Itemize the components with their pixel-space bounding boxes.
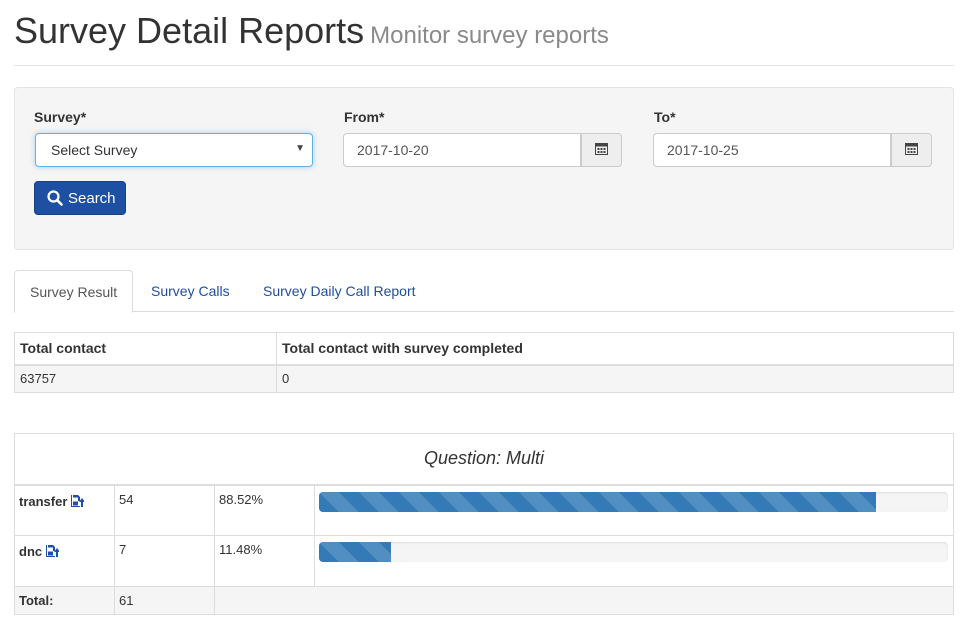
question-title: Question: Multi — [14, 433, 954, 486]
export-icon[interactable] — [70, 494, 86, 511]
from-date-input[interactable]: 2017-10-20 — [343, 133, 581, 167]
page-title-text: Survey Detail Reports — [14, 10, 365, 51]
filter-panel: Survey* Select Survey ▼ From* 2017-10-20… — [14, 87, 954, 250]
total-completed-header: Total contact with survey completed — [276, 332, 954, 366]
answer-label: transfer — [19, 493, 68, 509]
total-label: Total: — [14, 586, 115, 615]
progress-bar — [319, 542, 392, 562]
total-empty-cell — [214, 586, 954, 615]
from-label: From* — [344, 109, 385, 125]
from-calendar-button[interactable] — [581, 133, 622, 167]
answer-count: 54 — [114, 484, 215, 536]
answer-label-cell: transfer — [14, 484, 115, 536]
tab-survey-daily-call-report[interactable]: Survey Daily Call Report — [263, 283, 416, 299]
survey-label: Survey* — [34, 109, 87, 125]
search-button[interactable]: Search — [34, 181, 126, 215]
summary-header-row: Total contact Total contact with survey … — [14, 332, 954, 366]
progress-track — [319, 491, 948, 512]
export-icon[interactable] — [45, 544, 61, 561]
question-table: Question: Multi transfer 54 88.52% dnc 7… — [14, 433, 954, 615]
answer-row-transfer: transfer 54 88.52% — [14, 484, 954, 536]
to-label: To* — [654, 109, 676, 125]
search-button-label: Search — [68, 189, 116, 207]
question-header-row: Question: Multi — [14, 433, 954, 486]
tab-survey-result[interactable]: Survey Result — [14, 270, 134, 313]
total-contact-header: Total contact — [14, 332, 277, 366]
total-row: Total: 61 — [14, 586, 954, 615]
survey-select-value: Select Survey — [51, 142, 138, 158]
progress-track — [319, 542, 948, 562]
report-tabs: Survey Result Survey Calls Survey Daily … — [14, 270, 954, 313]
total-contact-value: 63757 — [14, 364, 277, 393]
answer-percent: 11.48% — [214, 535, 315, 587]
answer-label: dnc — [19, 544, 43, 559]
total-completed-value: 0 — [276, 364, 954, 393]
calendar-icon — [905, 142, 918, 158]
answer-count: 7 — [114, 535, 215, 587]
tab-survey-calls[interactable]: Survey Calls — [151, 283, 230, 299]
to-calendar-button[interactable] — [891, 133, 932, 167]
table-row: 63757 0 — [14, 364, 954, 393]
answer-row-dnc: dnc 7 11.48% — [14, 535, 954, 587]
summary-table: Total contact Total contact with survey … — [14, 332, 954, 393]
page-subtitle: Monitor survey reports — [370, 22, 609, 49]
page-title: Survey Detail Reports Monitor survey repo… — [14, 10, 609, 52]
calendar-icon — [595, 142, 608, 158]
answer-progress-cell — [314, 535, 954, 587]
to-date-input[interactable]: 2017-10-25 — [653, 133, 891, 167]
survey-select[interactable]: Select Survey ▼ — [35, 133, 313, 167]
progress-bar — [319, 491, 876, 512]
search-icon — [47, 190, 63, 206]
page-header: Survey Detail Reports Monitor survey repo… — [14, 6, 954, 66]
answer-label-cell: dnc — [14, 535, 115, 587]
total-value: 61 — [114, 586, 215, 615]
answer-percent: 88.52% — [214, 484, 315, 536]
dropdown-arrow-icon: ▼ — [295, 143, 305, 154]
answer-progress-cell — [314, 484, 954, 536]
